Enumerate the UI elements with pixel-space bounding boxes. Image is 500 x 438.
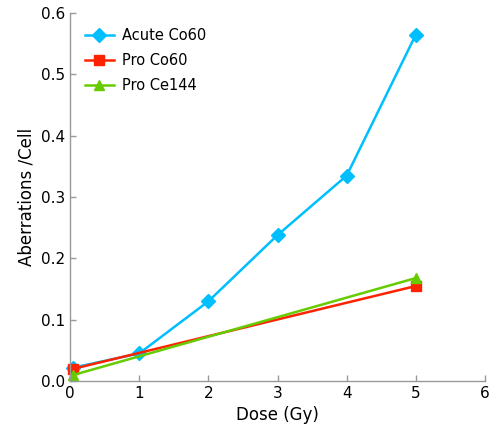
Acute Co60: [344, 173, 349, 178]
X-axis label: Dose (Gy): Dose (Gy): [236, 406, 319, 424]
Acute Co60: [413, 32, 419, 37]
Y-axis label: Aberrations /Cell: Aberrations /Cell: [18, 128, 36, 266]
Acute Co60: [206, 299, 212, 304]
Line: Acute Co60: Acute Co60: [68, 30, 420, 372]
Acute Co60: [274, 233, 280, 238]
Acute Co60: [70, 365, 76, 370]
Acute Co60: [136, 351, 142, 356]
Legend: Acute Co60, Pro Co60, Pro Ce144: Acute Co60, Pro Co60, Pro Ce144: [78, 21, 214, 100]
